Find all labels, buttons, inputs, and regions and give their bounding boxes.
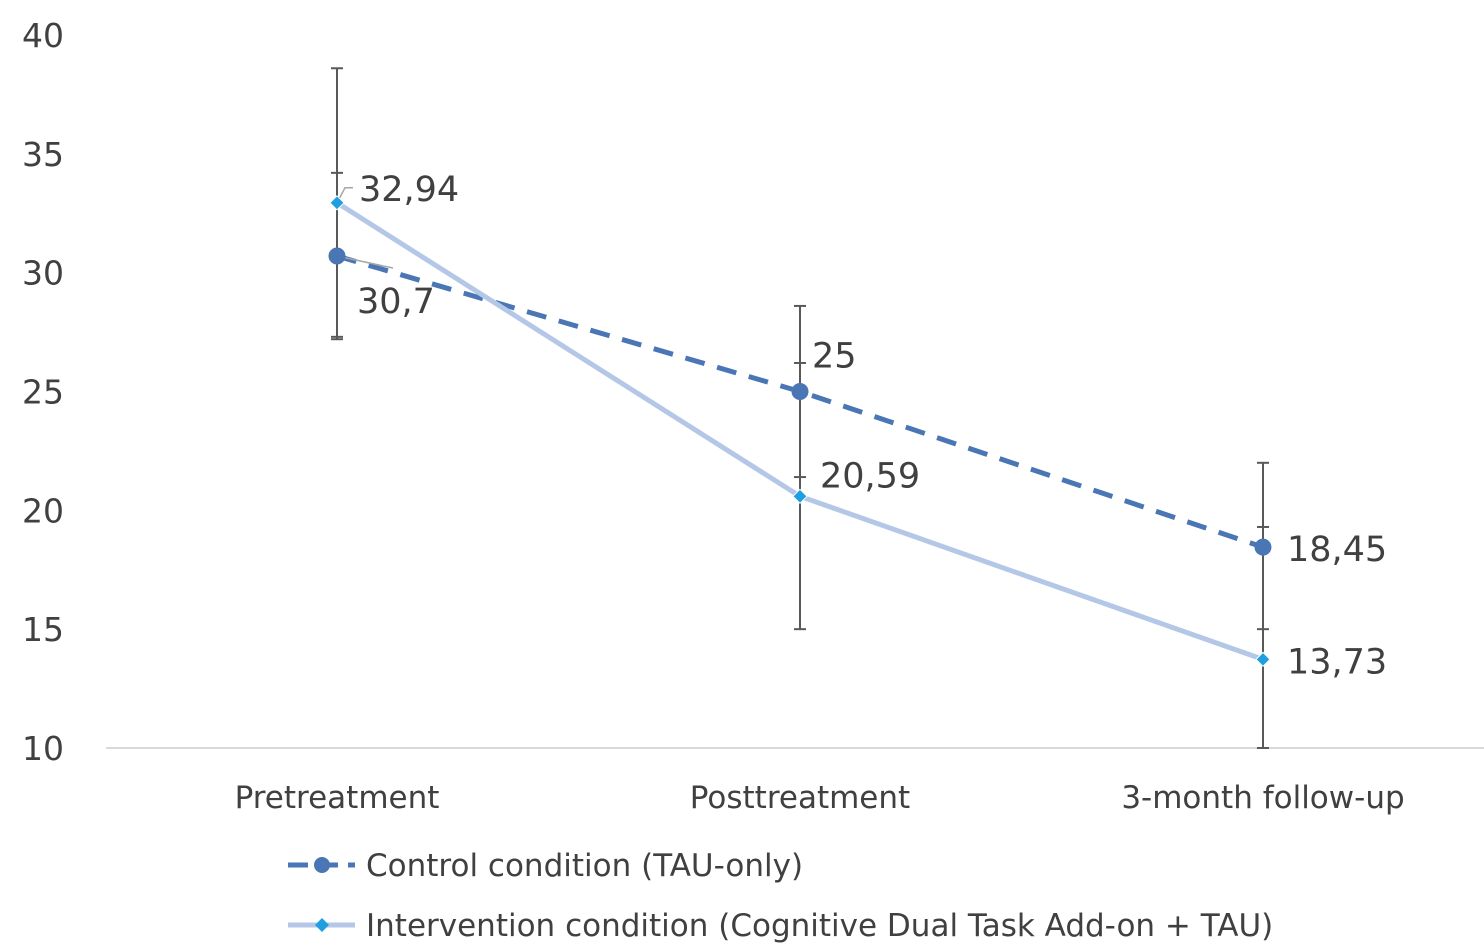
y-tick-label: 40 — [22, 16, 64, 55]
marker-point — [792, 488, 808, 505]
series-markers — [328, 195, 1272, 668]
legend-label: Intervention condition (Cognitive Dual T… — [366, 908, 1273, 943]
data-label: 18,45 — [1287, 530, 1387, 570]
legend: Control condition (TAU-only) Intervention… — [288, 848, 1273, 943]
y-tick-label: 30 — [22, 254, 64, 293]
data-labels: 30,7 25 18,45 32,94 20,59 13,73 — [357, 170, 1387, 683]
y-tick-label: 15 — [22, 610, 64, 649]
y-tick-label: 35 — [22, 135, 64, 174]
marker-point — [1254, 538, 1272, 556]
data-label: 13,73 — [1287, 642, 1387, 682]
x-axis-categories: Pretreatment Posttreatment 3-month follow-… — [235, 780, 1405, 816]
marker-point — [791, 383, 809, 400]
x-category-label: Pretreatment — [235, 780, 440, 816]
series-line-control-condition-tau-only — [336, 253, 1264, 550]
y-tick-label: 10 — [22, 729, 64, 768]
legend-swatch-marker — [315, 918, 329, 932]
legend-swatch-marker — [314, 857, 330, 873]
x-category-label: Posttreatment — [690, 780, 910, 816]
label-leader-line — [336, 255, 394, 269]
y-tick-label: 25 — [22, 373, 64, 412]
marker-point — [329, 195, 345, 211]
error-bars — [331, 67, 1269, 749]
data-label: 30,7 — [357, 282, 435, 322]
y-tick-label: 20 — [22, 491, 64, 530]
data-label: 25 — [812, 337, 857, 377]
data-label: 32,94 — [359, 170, 459, 210]
y-axis-ticks: 10 15 20 25 30 35 40 — [22, 16, 64, 768]
marker-point — [328, 247, 346, 265]
data-label: 20,59 — [820, 456, 920, 496]
marker-point — [1255, 651, 1271, 668]
legend-label: Control condition (TAU-only) — [366, 848, 803, 884]
x-category-label: 3-month follow-up — [1121, 780, 1404, 816]
